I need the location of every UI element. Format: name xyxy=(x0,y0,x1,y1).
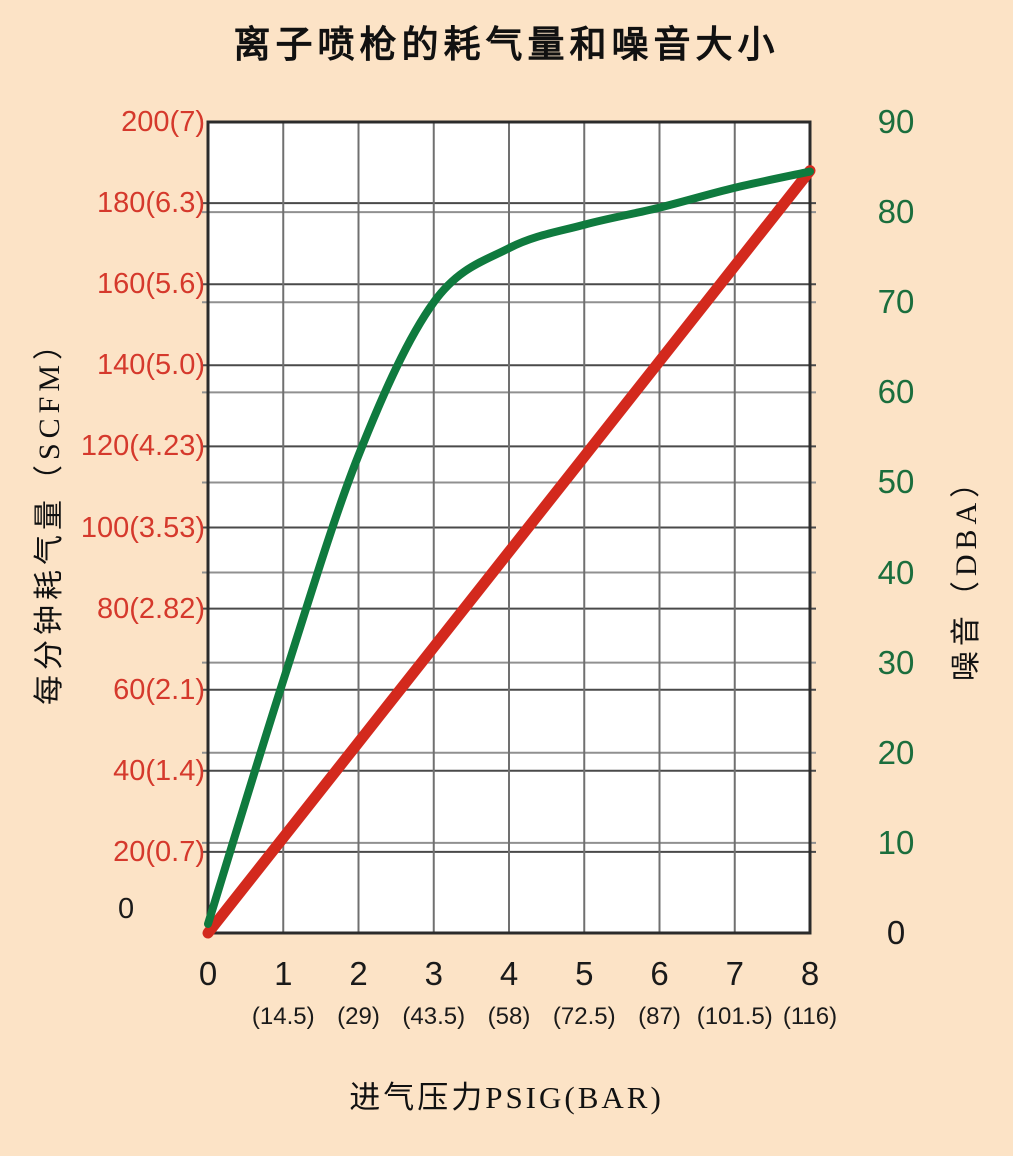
left-axis-tick-label: 180(6.3) xyxy=(96,187,205,220)
left-axis-tick-label: 120(4.23) xyxy=(80,430,205,463)
x-axis-tick-sublabel: (87) xyxy=(638,1003,681,1030)
left-axis-tick-label: 40(1.4) xyxy=(113,754,205,787)
left-axis-tick-label: 60(2.1) xyxy=(113,673,205,706)
right-axis-tick-label: 40 xyxy=(877,553,915,591)
right-axis-tick-label: 30 xyxy=(877,643,915,681)
right-axis-tick-label: 20 xyxy=(877,733,915,771)
x-axis-tick-label: 0 xyxy=(198,955,218,992)
x-axis-tick-label: 3 xyxy=(424,955,443,992)
x-axis-tick-label: 1 xyxy=(274,955,293,992)
right-axis-tick-label: 80 xyxy=(877,193,915,231)
left-axis-tick-label: 20(0.7) xyxy=(113,835,205,868)
x-axis-tick-sublabel: (29) xyxy=(337,1003,380,1030)
x-axis-tick-label: 7 xyxy=(725,955,744,992)
x-axis-tick-label: 5 xyxy=(575,955,594,992)
right-axis-tick-label: 60 xyxy=(877,373,915,411)
left-axis-tick-label: 200(7) xyxy=(121,106,205,138)
left-axis-tick-label: 140(5.0) xyxy=(96,349,205,382)
right-axis-tick-label: 50 xyxy=(877,463,915,501)
chart-title: 离子喷枪的耗气量和噪音大小 xyxy=(233,25,780,66)
x-axis-tick-sublabel: (58) xyxy=(487,1003,531,1030)
x-axis-tick-label: 8 xyxy=(800,955,820,992)
x-axis-title: 进气压力PSIG(BAR) xyxy=(349,1080,664,1115)
series-line-噪音 xyxy=(204,167,814,928)
plot-frame xyxy=(206,120,812,935)
series-line-每分钟耗气量 xyxy=(202,165,816,939)
right-axis-tick-label: 10 xyxy=(877,823,915,861)
x-axis-tick-label: 6 xyxy=(650,955,669,992)
right-axis-tick-label: 90 xyxy=(877,103,915,140)
left-axis-tick-label: 0 xyxy=(118,893,135,925)
x-axis-tick-label: 2 xyxy=(349,955,368,992)
left-axis-tick-label: 160(5.6) xyxy=(96,268,205,301)
right-axis-tick-label: 0 xyxy=(886,914,906,951)
x-axis-tick-sublabel: (14.5) xyxy=(251,1003,315,1030)
left-axis-tick-label: 80(2.82) xyxy=(96,592,205,625)
right-axis-title: 噪音（DBA） xyxy=(950,462,983,682)
x-axis-tick-sublabel: (116) xyxy=(782,1003,838,1030)
x-axis-tick-sublabel: (43.5) xyxy=(402,1003,466,1030)
right-axis-tick-label: 70 xyxy=(877,283,915,321)
x-axis-tick-label: 4 xyxy=(499,955,519,992)
x-axis-tick-sublabel: (101.5) xyxy=(696,1003,773,1030)
left-axis-tick-label: 100(3.53) xyxy=(80,511,205,544)
x-axis-tick-sublabel: (72.5) xyxy=(552,1003,616,1030)
